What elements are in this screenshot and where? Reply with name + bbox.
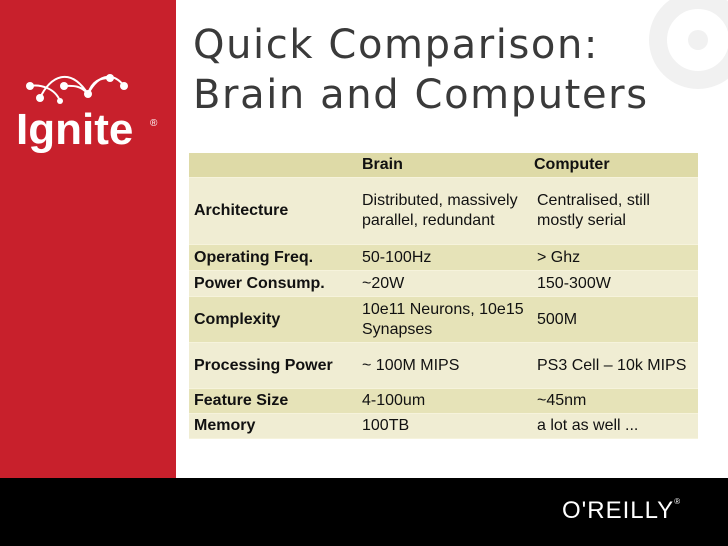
- table-row: Architecture Distributed, massively para…: [189, 178, 698, 245]
- row-label: Complexity: [189, 297, 358, 343]
- row-label: Feature Size: [189, 389, 358, 414]
- row-label: Power Consump.: [189, 271, 358, 297]
- computer-cell: PS3 Cell – 10k MIPS: [530, 343, 698, 389]
- table-row: Feature Size 4-100um ~45nm: [189, 389, 698, 414]
- computer-cell: > Ghz: [530, 245, 698, 271]
- footer-bar: [0, 478, 728, 546]
- logo-registered: ®: [150, 118, 158, 129]
- row-label: Operating Freq.: [189, 245, 358, 271]
- header-brain: Brain: [358, 153, 530, 178]
- ignite-logo: Ignite ®: [16, 74, 158, 154]
- computer-cell: a lot as well ...: [530, 414, 698, 439]
- row-label: Architecture: [189, 178, 358, 245]
- brain-cell: ~ 100M MIPS: [358, 343, 530, 389]
- brain-cell: ~20W: [358, 271, 530, 297]
- comparison-table: Brain Computer Architecture Distributed,…: [189, 153, 698, 439]
- table-row: Processing Power ~ 100M MIPS PS3 Cell – …: [189, 343, 698, 389]
- oreilly-brand: O'REILLY: [562, 497, 675, 524]
- table-header-row: Brain Computer: [189, 153, 698, 178]
- computer-cell: 150-300W: [530, 271, 698, 297]
- table-row: Power Consump. ~20W 150-300W: [189, 271, 698, 297]
- row-label: Memory: [189, 414, 358, 439]
- logo-text: Ignite: [16, 105, 133, 154]
- title-line-1: Quick Comparison:: [193, 22, 599, 68]
- table-row: Complexity 10e11 Neurons, 10e15 Synapses…: [189, 297, 698, 343]
- brain-cell: 100TB: [358, 414, 530, 439]
- header-computer: Computer: [530, 153, 698, 178]
- header-empty: [189, 153, 358, 178]
- red-sidebar: Ignite ®: [0, 0, 176, 478]
- table-row: Memory 100TB a lot as well ...: [189, 414, 698, 439]
- background-decoration: [649, 0, 728, 89]
- brain-cell: 50-100Hz: [358, 245, 530, 271]
- table-row: Operating Freq. 50-100Hz > Ghz: [189, 245, 698, 271]
- brain-cell: Distributed, massively parallel, redunda…: [358, 178, 530, 245]
- oreilly-logo: O'REILLY®: [562, 497, 681, 525]
- brain-cell: 4-100um: [358, 389, 530, 414]
- oreilly-trademark: ®: [674, 497, 682, 506]
- computer-cell: 500M: [530, 297, 698, 343]
- slide-title: Quick Comparison: Brain and Computers: [193, 20, 713, 120]
- title-line-2: Brain and Computers: [193, 72, 649, 118]
- computer-cell: ~45nm: [530, 389, 698, 414]
- row-label: Processing Power: [189, 343, 358, 389]
- brain-cell: 10e11 Neurons, 10e15 Synapses: [358, 297, 530, 343]
- computer-cell: Centralised, still mostly serial: [530, 178, 698, 245]
